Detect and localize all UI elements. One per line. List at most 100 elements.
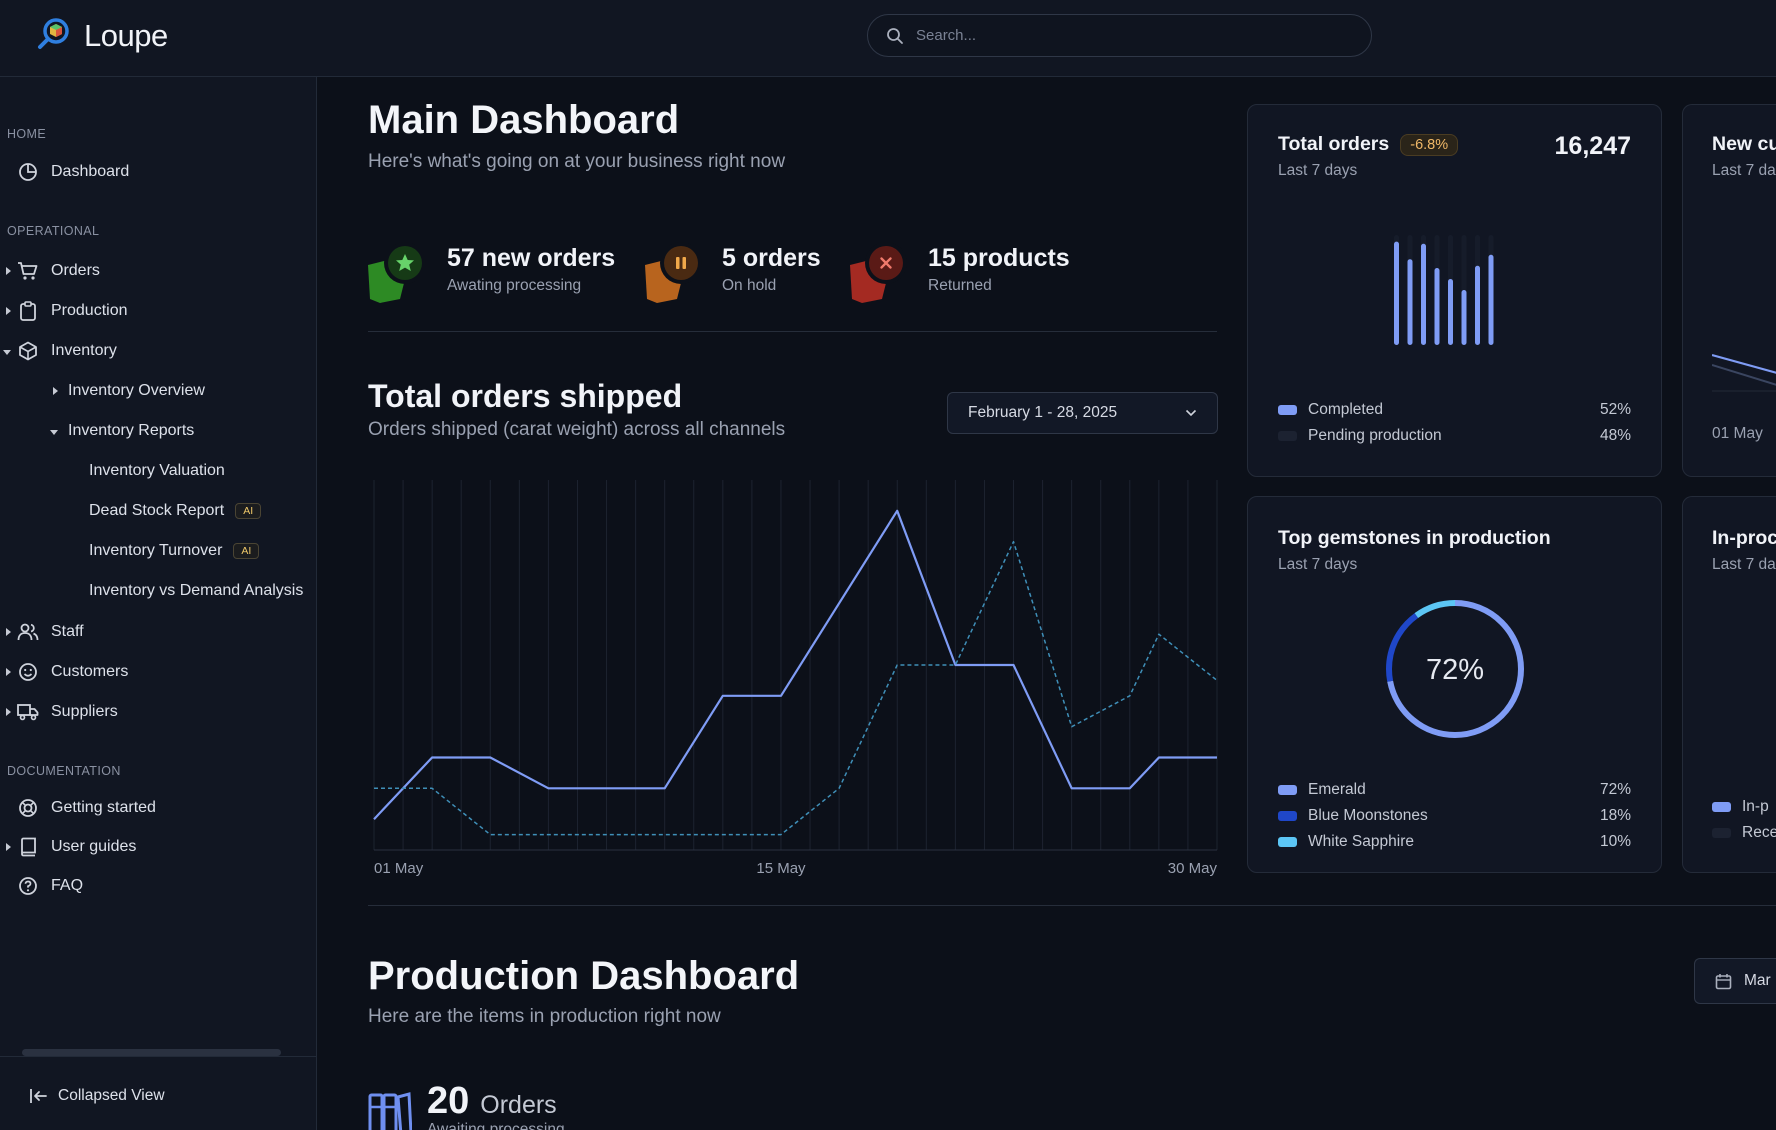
bar xyxy=(1434,268,1440,345)
donut-slice xyxy=(1386,600,1524,738)
star-badge-icon xyxy=(368,242,426,303)
stat-value: 57 new orders xyxy=(447,244,616,272)
bar xyxy=(1475,265,1480,345)
sidebar-item-label: Dead Stock Report xyxy=(89,502,225,519)
sidebar-item-dead-stock-report[interactable]: Dead Stock Report AI xyxy=(89,497,262,525)
sidebar-item-label: Inventory Turnover xyxy=(89,542,223,559)
card-in-production[interactable]: In-proc Last 7 da In-p Rece xyxy=(1682,496,1776,873)
card-period: Last 7 da xyxy=(1712,556,1776,573)
sidebar-item-label: Inventory Valuation xyxy=(89,462,225,479)
expand-caret-icon[interactable] xyxy=(53,387,58,395)
sidebar-item-faq[interactable]: FAQ xyxy=(17,872,83,900)
page-subtitle: Here's what's going on at your business … xyxy=(368,151,786,172)
sidebar-item-inventory-vs-demand[interactable]: Inventory vs Demand Analysis xyxy=(89,577,303,605)
collapse-arrow-icon xyxy=(28,1085,50,1107)
chart-grid xyxy=(373,480,1218,851)
change-badge: -6.8% xyxy=(1400,133,1459,156)
legend-swatch xyxy=(1278,405,1297,415)
sidebar-item-inventory-valuation[interactable]: Inventory Valuation xyxy=(89,457,225,485)
section-subtitle: Orders shipped (carat weight) across all… xyxy=(368,419,786,440)
production-date-button[interactable]: Mar xyxy=(1694,958,1776,1004)
sidebar-footer-divider xyxy=(0,1056,316,1057)
sidebar-item-getting-started[interactable]: Getting started xyxy=(17,794,156,822)
sidebar-item-label: Production xyxy=(51,302,128,319)
card-period: Last 7 days xyxy=(1278,162,1358,179)
sidebar: HOME Dashboard OPERATIONAL Orders Produc… xyxy=(0,77,317,1130)
sidebar-item-label: Inventory Reports xyxy=(68,422,195,439)
expand-caret-icon[interactable] xyxy=(6,267,11,275)
app-name: Loupe xyxy=(84,17,168,53)
bar xyxy=(1461,290,1467,345)
sidebar-scrollbar[interactable] xyxy=(22,1049,281,1056)
stat-label: Returned xyxy=(928,277,992,294)
card-title: Total orders xyxy=(1278,133,1390,155)
series-line-solid xyxy=(373,509,1217,820)
box-icon xyxy=(17,340,39,362)
date-range-select[interactable]: February 1 - 28, 2025 xyxy=(947,392,1218,434)
section-subtitle-production: Here are the items in production right n… xyxy=(368,1006,721,1027)
sidebar-item-inventory[interactable]: Inventory xyxy=(17,337,117,365)
lifebuoy-icon xyxy=(17,797,39,819)
card-total-orders[interactable]: Total orders -6.8% Last 7 days 16,247 Co… xyxy=(1247,104,1662,477)
collapse-caret-icon[interactable] xyxy=(3,350,11,355)
clipboard-icon xyxy=(17,300,39,322)
section-label-home: HOME xyxy=(7,127,47,141)
collapse-sidebar-button[interactable]: Collapsed View xyxy=(28,1082,165,1110)
expand-caret-icon[interactable] xyxy=(6,843,11,851)
users-icon xyxy=(17,621,39,643)
sidebar-item-label: Dashboard xyxy=(51,163,130,180)
sidebar-item-customers[interactable]: Customers xyxy=(17,658,128,686)
orders-count: 20 xyxy=(427,1080,470,1122)
legend-item: In-p xyxy=(1712,798,1769,816)
chart-x-axis: 01 May 15 May 30 May xyxy=(374,860,1217,877)
card-title: Top gemstones in production xyxy=(1278,527,1551,549)
card-top-gemstones[interactable]: Top gemstones in production Last 7 days … xyxy=(1247,496,1662,873)
sidebar-item-label: FAQ xyxy=(51,877,84,894)
app-logo[interactable]: Loupe xyxy=(36,16,168,55)
sidebar-item-orders[interactable]: Orders xyxy=(17,257,100,285)
expand-caret-icon[interactable] xyxy=(6,708,11,716)
donut-center-value: 72% xyxy=(1425,654,1485,686)
sidebar-item-dashboard[interactable]: Dashboard xyxy=(17,158,129,186)
smiley-icon xyxy=(17,661,39,683)
sidebar-item-inventory-overview[interactable]: Inventory Overview xyxy=(68,377,205,405)
expand-caret-icon[interactable] xyxy=(6,668,11,676)
card-period: Last 7 da xyxy=(1712,162,1776,179)
bar xyxy=(1448,279,1453,345)
stat-label: On hold xyxy=(722,277,777,294)
legend-value: 52% xyxy=(1599,401,1631,418)
bar xyxy=(1407,259,1413,345)
sidebar-item-staff[interactable]: Staff xyxy=(17,618,84,646)
search-bar[interactable] xyxy=(867,14,1372,57)
legend-swatch xyxy=(1712,828,1731,838)
sidebar-item-label: User guides xyxy=(51,838,137,855)
search-input[interactable] xyxy=(914,26,1338,45)
gemstones-donut-chart xyxy=(1386,600,1524,738)
calendar-icon xyxy=(1715,973,1732,989)
card-period: Last 7 days xyxy=(1278,556,1358,573)
production-orders-stat[interactable]: 20 Orders Awaiting processing xyxy=(368,1080,968,1130)
expand-caret-icon[interactable] xyxy=(6,628,11,636)
expand-caret-icon[interactable] xyxy=(6,307,11,315)
legend-item: Rece xyxy=(1712,824,1776,842)
legend-label: Completed xyxy=(1308,401,1383,418)
chevron-down-icon xyxy=(1185,409,1197,417)
x-badge-icon xyxy=(850,242,907,303)
help-circle-icon xyxy=(17,875,39,897)
sidebar-item-inventory-reports[interactable]: Inventory Reports xyxy=(68,417,194,445)
customers-line-chart xyxy=(1712,353,1776,392)
stats-divider xyxy=(368,331,1217,332)
legend-label: Rece xyxy=(1742,824,1776,841)
legend-label: Blue Moonstones xyxy=(1308,807,1428,824)
x-tick-label: 01 May xyxy=(1712,425,1763,442)
legend-item: Blue Moonstones xyxy=(1278,807,1428,825)
sidebar-item-suppliers[interactable]: Suppliers xyxy=(17,698,118,726)
card-new-customers[interactable]: New cu Last 7 da 01 May xyxy=(1682,104,1776,477)
collapse-caret-icon[interactable] xyxy=(50,430,58,435)
sidebar-item-production[interactable]: Production xyxy=(17,297,128,325)
sidebar-item-inventory-turnover[interactable]: Inventory Turnover AI xyxy=(89,537,260,565)
sidebar-item-user-guides[interactable]: User guides xyxy=(17,833,136,861)
card-title: In-proc xyxy=(1712,527,1776,549)
x-tick-label: 30 May xyxy=(1168,860,1218,877)
card-value: 16,247 xyxy=(1554,132,1631,160)
